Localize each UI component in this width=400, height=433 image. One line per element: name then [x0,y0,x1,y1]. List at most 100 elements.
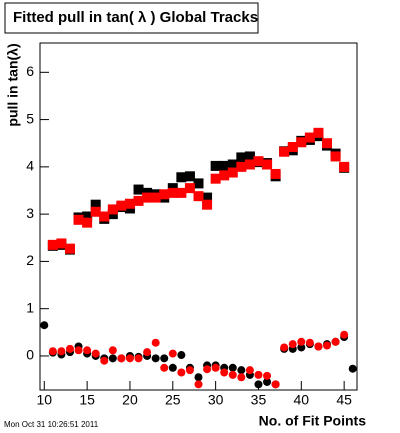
circle-marker [168,363,177,372]
y-tick-label: 3 [26,205,34,221]
circle-marker [134,354,143,363]
square-marker [167,187,178,198]
square-marker [262,159,273,170]
square-marker [236,152,247,163]
y-tick-label: 5 [26,110,34,126]
circle-marker [245,366,254,375]
square-marker [227,159,238,170]
circle-marker [48,347,57,356]
circle-marker [340,330,349,339]
square-marker [202,199,213,210]
y-tick-label: 4 [26,158,34,174]
square-marker [244,159,255,170]
circle-marker [203,365,212,374]
square-marker [116,200,127,211]
circle-marker [194,380,203,389]
circle-marker [91,349,100,358]
circle-marker [160,354,169,363]
square-marker [313,127,324,138]
circle-marker [297,337,306,346]
x-tick-label: 10 [36,392,52,408]
square-marker [193,191,204,202]
circle-marker [168,349,177,358]
square-marker [90,199,101,210]
circle-marker [263,371,272,380]
square-marker [236,161,247,172]
circle-marker [185,366,194,375]
y-axis-label: pull in tan(λ) [5,43,21,126]
circle-marker [348,364,357,373]
circle-marker [57,347,66,356]
x-tick-label: 40 [294,392,310,408]
circle-marker [314,342,323,351]
circle-marker [108,354,117,363]
x-tick-label: 35 [251,392,267,408]
circle-marker [280,343,289,352]
y-tick-label: 6 [26,63,34,79]
circle-marker [65,344,74,353]
square-marker [184,171,195,182]
square-marker [124,198,135,209]
square-marker [47,239,58,250]
circle-marker [83,346,92,355]
square-marker [210,160,221,171]
square-marker [227,167,238,178]
timestamp: Mon Oct 31 10:26:51 2011 [4,420,99,429]
square-marker [133,195,144,206]
circle-marker [108,346,117,355]
square-marker [176,172,187,183]
square-marker [90,206,101,217]
x-tick-label: 30 [208,392,224,408]
title-box [4,2,259,34]
square-marker [193,178,204,189]
square-marker [73,214,84,225]
circle-marker [125,354,134,363]
circle-marker [74,346,83,355]
square-marker [107,204,118,215]
circle-marker [297,343,306,352]
circle-marker [117,354,126,363]
circle-marker [237,366,246,375]
circle-marker [143,348,152,357]
circle-marker [151,354,160,363]
square-marker [304,132,315,143]
circle-marker [177,351,186,360]
circle-marker [323,341,332,350]
square-marker [296,137,307,148]
square-marker [142,192,153,203]
square-marker [330,151,341,162]
circle-marker [100,356,109,365]
y-tick-label: 1 [26,299,34,315]
circle-marker [177,368,186,377]
square-marker [253,156,264,167]
square-marker [270,168,281,179]
square-marker [322,138,333,149]
circle-marker [263,377,272,386]
circle-marker [211,363,220,372]
square-marker [159,189,170,200]
square-marker [339,161,350,172]
square-marker [210,173,221,184]
circle-marker [160,363,169,372]
square-marker [82,217,93,228]
square-marker [82,211,93,222]
y-tick-label: 2 [26,252,34,268]
circle-marker [151,338,160,347]
circle-marker [271,380,280,389]
chart-title: Fitted pull in tan( λ ) Global Tracks [13,9,258,26]
square-marker [56,238,67,249]
square-marker [219,160,230,171]
plot-frame [39,42,358,391]
square-marker [219,170,230,181]
square-marker [64,243,75,254]
circle-marker [228,363,237,372]
x-tick-label: 20 [122,392,138,408]
circle-marker [305,338,314,347]
circle-marker [220,368,229,377]
square-marker [184,183,195,194]
circle-marker [254,370,263,379]
x-tick-label: 15 [79,392,95,408]
